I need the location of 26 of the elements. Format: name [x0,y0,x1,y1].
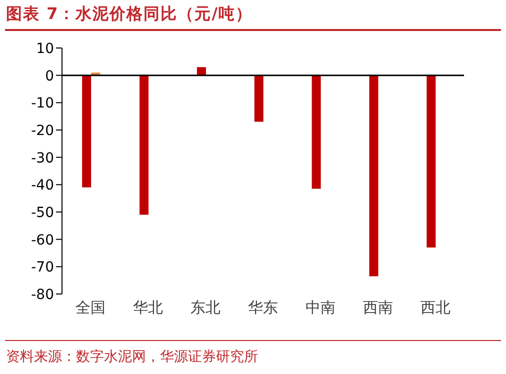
y-tick-label: -80 [31,286,54,303]
text: 资料来源：数字水泥网，华源证券研究所 [6,348,258,366]
y-tick-label: -60 [31,232,54,248]
bar [426,75,436,248]
bar [369,75,378,276]
x-tick-label: 华东 [248,298,278,317]
y-tick-label: -70 [31,260,54,276]
chart-title: 图表 7：水泥价格同比（元/吨） [6,4,253,25]
bar [196,67,206,76]
bar [312,75,321,189]
x-tick-label: 华北 [133,298,164,317]
y-tick-label: -20 [31,122,54,139]
y-tick-label: 10 [36,40,54,57]
y-tick-label: -40 [31,178,54,194]
y-tick-label: 0 [45,68,54,84]
bar [140,75,149,215]
x-tick-label: 全国 [76,298,106,317]
y-tick-label: -50 [31,204,54,221]
x-tick-label: 东北 [190,298,221,317]
bar [254,75,264,122]
bar [82,75,92,188]
x-tick-label: 西北 [420,298,450,317]
y-tick-label: -10 [31,96,54,112]
y-tick-label: -30 [31,150,54,166]
x-tick-label: 中南 [305,298,336,317]
x-tick-label: 西南 [362,298,393,317]
